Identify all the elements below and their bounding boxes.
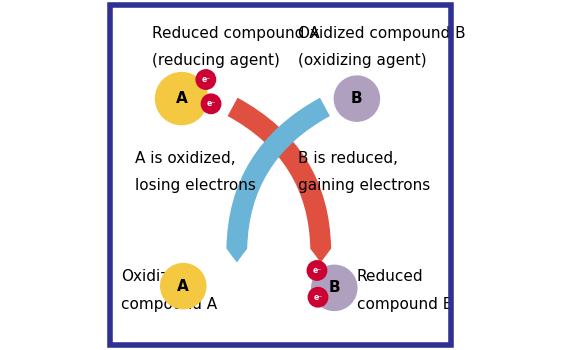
Circle shape xyxy=(196,70,215,89)
FancyArrowPatch shape xyxy=(227,98,330,262)
FancyArrowPatch shape xyxy=(228,98,331,262)
Text: losing electrons: losing electrons xyxy=(135,178,256,194)
Text: B: B xyxy=(329,280,340,295)
Text: Oxidized compound B: Oxidized compound B xyxy=(298,26,466,41)
Circle shape xyxy=(155,72,208,125)
Circle shape xyxy=(334,76,379,121)
Text: (oxidizing agent): (oxidizing agent) xyxy=(298,54,426,69)
Circle shape xyxy=(201,94,221,113)
Circle shape xyxy=(160,264,206,309)
Text: B is reduced,: B is reduced, xyxy=(298,151,398,166)
Text: B: B xyxy=(351,91,363,106)
Text: (reducing agent): (reducing agent) xyxy=(152,54,280,69)
Text: Oxidized: Oxidized xyxy=(121,269,187,284)
Text: A is oxidized,: A is oxidized, xyxy=(135,151,235,166)
Circle shape xyxy=(309,287,328,307)
Text: Reduced: Reduced xyxy=(357,269,424,284)
Circle shape xyxy=(307,261,327,280)
Text: e⁻: e⁻ xyxy=(312,266,321,275)
Text: gaining electrons: gaining electrons xyxy=(298,178,430,194)
Text: compound A: compound A xyxy=(121,296,217,312)
Text: A: A xyxy=(176,91,187,106)
Text: compound B: compound B xyxy=(357,296,453,312)
Text: A: A xyxy=(177,279,189,294)
Text: e⁻: e⁻ xyxy=(314,293,323,302)
Text: Reduced compound A: Reduced compound A xyxy=(152,26,320,41)
Text: e⁻: e⁻ xyxy=(201,75,210,84)
Text: e⁻: e⁻ xyxy=(206,99,215,108)
Circle shape xyxy=(312,265,357,310)
